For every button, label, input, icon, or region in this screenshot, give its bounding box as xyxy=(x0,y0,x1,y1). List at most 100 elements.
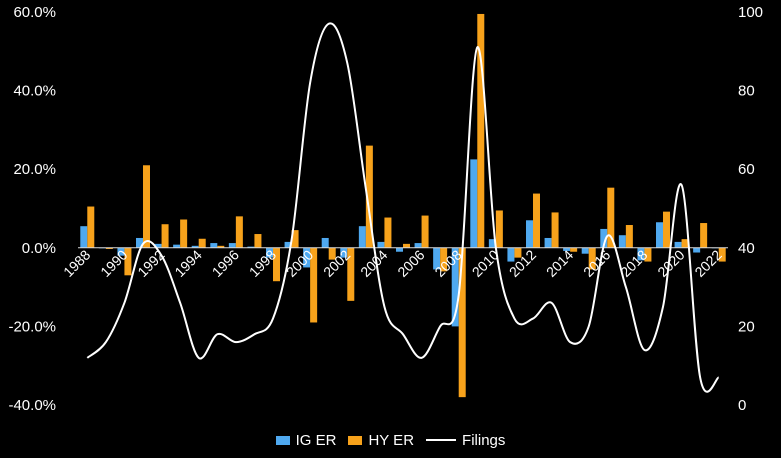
ig-bar-2003 xyxy=(358,226,366,248)
right-tick-label: 100 xyxy=(738,4,763,21)
ig-swatch xyxy=(275,435,290,445)
ig-bar-2012 xyxy=(526,220,533,248)
left-tick-label: 40.0% xyxy=(13,83,56,100)
ig-bar-2004 xyxy=(377,241,385,248)
hy-bar-2015 xyxy=(588,247,596,270)
ig-bar-2006 xyxy=(414,243,422,248)
hy-bar-2021 xyxy=(700,223,708,248)
ig-bar-2005 xyxy=(396,247,403,252)
ig-bar-2002 xyxy=(340,247,348,258)
ig-bar-1993 xyxy=(173,244,181,248)
hy-bar-2019 xyxy=(663,211,670,248)
ig-bar-2010 xyxy=(488,239,496,248)
ig-bar-1992 xyxy=(154,243,162,248)
hy-bar-2011 xyxy=(514,247,522,258)
legend-label-ig: IG ER xyxy=(295,431,337,449)
hy-bar-1996 xyxy=(235,216,243,248)
ig-bar-2020 xyxy=(674,241,682,248)
x-tick-label: 1996 xyxy=(209,246,242,279)
bar-layer xyxy=(80,13,726,398)
hy-bar-2016 xyxy=(607,187,615,248)
ig-bar-2017 xyxy=(618,235,626,248)
hy-bar-1992 xyxy=(161,224,169,248)
ig-bar-2000 xyxy=(303,247,311,268)
hy-bar-2017 xyxy=(625,225,633,248)
legend: IG ER HY ER Filings xyxy=(0,428,781,452)
ig-bar-2015 xyxy=(581,247,589,254)
right-tick-label: 40 xyxy=(738,240,755,257)
legend-label-hy: HY ER xyxy=(368,431,415,449)
left-tick-label: 0.0% xyxy=(22,240,56,257)
ig-bar-2001 xyxy=(321,237,329,248)
ig-bar-2014 xyxy=(563,247,571,251)
left-tick-label: 20.0% xyxy=(13,161,56,178)
hy-bar-2020 xyxy=(681,239,689,248)
left-axis-ticks: -40.0% -20.0% 0.0% 20.0% 40.0% 60.0% xyxy=(8,4,56,414)
ig-bar-1996 xyxy=(228,243,236,248)
ig-bar-2018 xyxy=(637,247,645,261)
ig-bar-2013 xyxy=(544,237,552,248)
hy-bar-2000 xyxy=(310,247,318,323)
ig-bar-1988 xyxy=(80,226,88,248)
hy-bar-2003 xyxy=(365,145,373,248)
ig-bar-2009 xyxy=(470,159,478,248)
hy-bar-1997 xyxy=(254,234,262,248)
right-tick-label: 0 xyxy=(738,397,746,414)
ig-bar-1994 xyxy=(191,245,199,248)
legend-item-filings: Filings xyxy=(426,432,505,449)
hy-bar-2004 xyxy=(384,217,392,248)
legend-item-ig: IG ER xyxy=(275,431,337,449)
ig-bar-2011 xyxy=(507,247,515,262)
filings-line xyxy=(86,22,720,393)
right-axis-ticks: 0 20 40 60 80 100 xyxy=(738,4,763,414)
ig-bar-2016 xyxy=(600,228,608,248)
ig-bar-2008 xyxy=(451,247,459,327)
hy-swatch xyxy=(348,435,363,445)
hy-bar-1998 xyxy=(273,247,280,282)
right-tick-label: 60 xyxy=(738,161,755,178)
ig-bar-2021 xyxy=(693,247,701,253)
ig-bar-1995 xyxy=(210,243,218,248)
x-axis-ticks: 1988 1990 1992 1994 1996 1998 2000 2002 2004 2006… xyxy=(60,246,725,279)
ig-bar-2007 xyxy=(433,247,441,270)
hy-bar-1990 xyxy=(124,247,132,276)
hy-bar-2005 xyxy=(403,243,410,248)
hy-bar-1994 xyxy=(198,238,206,248)
hy-bar-2012 xyxy=(533,193,540,248)
ig-bar-1999 xyxy=(284,241,292,248)
hy-bar-1999 xyxy=(291,230,299,248)
ig-bar-1991 xyxy=(136,237,143,248)
hy-bar-2009 xyxy=(477,13,485,248)
hy-bar-2013 xyxy=(551,212,559,248)
legend-label-filings: Filings xyxy=(462,431,506,449)
hy-bar-1988 xyxy=(87,206,95,248)
hy-bar-1995 xyxy=(217,245,225,248)
x-tick-label: 1994 xyxy=(171,246,204,279)
ig-bar-1990 xyxy=(117,247,125,256)
hy-bar-2010 xyxy=(495,210,503,248)
right-tick-label: 20 xyxy=(738,318,755,335)
left-tick-label: -20.0% xyxy=(8,318,56,335)
left-tick-label: -40.0% xyxy=(8,397,56,414)
legend-item-hy: HY ER xyxy=(348,432,414,449)
filings-line-layer xyxy=(86,22,720,393)
hy-bar-2018 xyxy=(644,247,652,262)
hy-bar-2002 xyxy=(347,247,355,301)
x-tick-label: 2020 xyxy=(654,246,687,279)
ig-bar-2019 xyxy=(656,222,663,248)
hy-bar-2014 xyxy=(570,247,578,252)
hy-bar-2022 xyxy=(718,247,726,262)
hy-bar-2006 xyxy=(421,215,429,248)
x-tick-label: 1988 xyxy=(60,246,93,279)
hy-bar-1993 xyxy=(180,219,188,248)
ig-bar-1997 xyxy=(247,246,255,248)
filings-swatch xyxy=(426,439,457,441)
hy-bar-1991 xyxy=(143,165,150,248)
hy-bar-2001 xyxy=(328,247,336,260)
x-tick-label: 2004 xyxy=(357,246,390,279)
hy-bar-2007 xyxy=(440,247,448,272)
ig-bar-1998 xyxy=(266,247,273,258)
left-tick-label: 60.0% xyxy=(13,4,56,21)
hy-bar-2008 xyxy=(458,247,466,398)
